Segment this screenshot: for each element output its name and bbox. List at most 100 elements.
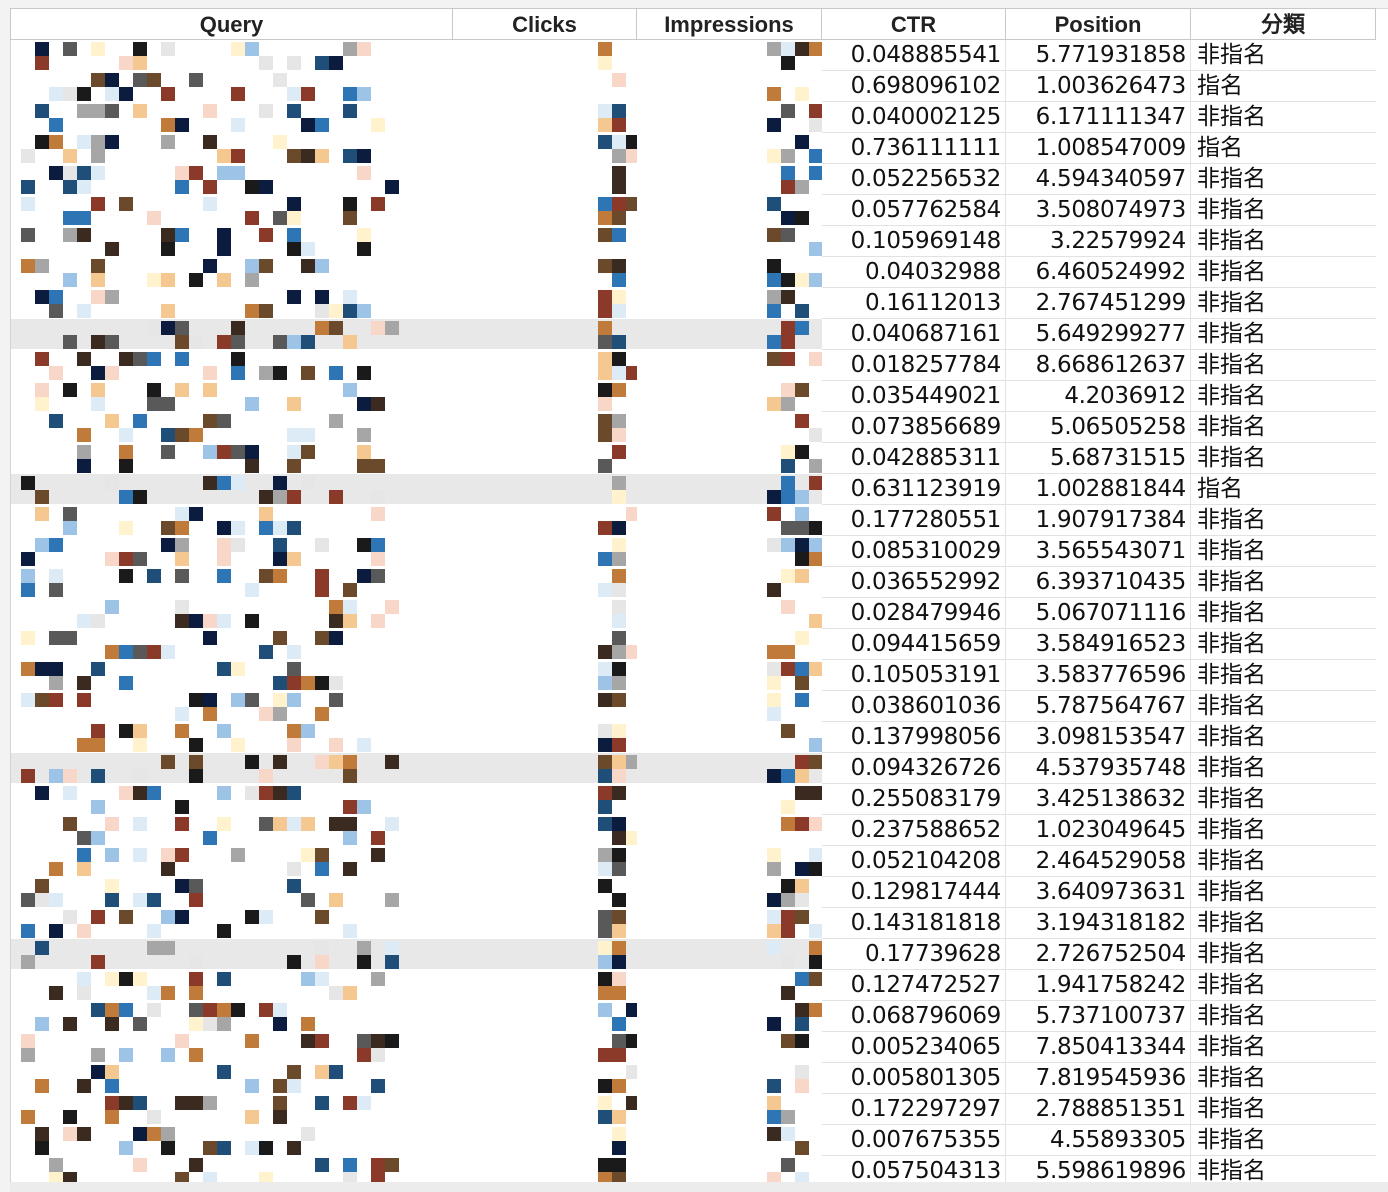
ctr-cell[interactable]: 0.038601036 (821, 690, 1006, 722)
impressions-cell-redacted[interactable] (636, 938, 822, 970)
clicks-cell-redacted[interactable] (452, 1062, 637, 1094)
category-cell[interactable]: 非指名 (1190, 411, 1376, 443)
ctr-cell[interactable]: 0.105053191 (821, 659, 1006, 691)
table-row[interactable]: 0.255083179 3.425138632 非指名 (10, 783, 1376, 815)
ctr-cell[interactable]: 0.237588652 (821, 814, 1006, 846)
table-row[interactable]: 0.052104208 2.464529058 非指名 (10, 845, 1376, 877)
clicks-cell-redacted[interactable] (452, 938, 637, 970)
clicks-cell-redacted[interactable] (452, 690, 637, 722)
clicks-cell-redacted[interactable] (452, 39, 637, 71)
clicks-cell-redacted[interactable] (452, 1000, 637, 1032)
ctr-cell[interactable]: 0.035449021 (821, 380, 1006, 412)
position-cell[interactable]: 3.194318182 (1005, 907, 1191, 939)
impressions-cell-redacted[interactable] (636, 411, 822, 443)
impressions-cell-redacted[interactable] (636, 628, 822, 660)
clicks-cell-redacted[interactable] (452, 101, 637, 133)
query-cell-redacted[interactable] (10, 845, 453, 877)
position-cell[interactable]: 1.023049645 (1005, 814, 1191, 846)
impressions-cell-redacted[interactable] (636, 845, 822, 877)
table-row[interactable]: 0.04032988 6.460524992 非指名 (10, 256, 1376, 288)
position-cell[interactable]: 3.565543071 (1005, 535, 1191, 567)
query-cell-redacted[interactable] (10, 969, 453, 1001)
clicks-cell-redacted[interactable] (452, 721, 637, 753)
impressions-cell-redacted[interactable] (636, 690, 822, 722)
query-cell-redacted[interactable] (10, 597, 453, 629)
query-cell-redacted[interactable] (10, 876, 453, 908)
ctr-cell[interactable]: 0.094326726 (821, 752, 1006, 784)
clicks-cell-redacted[interactable] (452, 1124, 637, 1156)
impressions-cell-redacted[interactable] (636, 752, 822, 784)
table-row[interactable]: 0.631123919 1.002881844 指名 (10, 473, 1376, 505)
query-cell-redacted[interactable] (10, 659, 453, 691)
category-cell[interactable]: 非指名 (1190, 163, 1376, 195)
query-cell-redacted[interactable] (10, 380, 453, 412)
position-cell[interactable]: 7.850413344 (1005, 1031, 1191, 1063)
ctr-cell[interactable]: 0.04032988 (821, 256, 1006, 288)
table-row[interactable]: 0.068796069 5.737100737 非指名 (10, 1000, 1376, 1032)
impressions-cell-redacted[interactable] (636, 969, 822, 1001)
position-cell[interactable]: 2.767451299 (1005, 287, 1191, 319)
header-category[interactable]: 分類 (1190, 8, 1376, 40)
table-row[interactable]: 0.042885311 5.68731515 非指名 (10, 442, 1376, 474)
category-cell[interactable]: 非指名 (1190, 1155, 1376, 1187)
ctr-cell[interactable]: 0.129817444 (821, 876, 1006, 908)
clicks-cell-redacted[interactable] (452, 1031, 637, 1063)
table-row[interactable]: 0.040002125 6.171111347 非指名 (10, 101, 1376, 133)
clicks-cell-redacted[interactable] (452, 318, 637, 350)
clicks-cell-redacted[interactable] (452, 132, 637, 164)
impressions-cell-redacted[interactable] (636, 349, 822, 381)
ctr-cell[interactable]: 0.127472527 (821, 969, 1006, 1001)
impressions-cell-redacted[interactable] (636, 1155, 822, 1187)
ctr-cell[interactable]: 0.073856689 (821, 411, 1006, 443)
ctr-cell[interactable]: 0.736111111 (821, 132, 1006, 164)
table-row[interactable]: 0.094415659 3.584916523 非指名 (10, 628, 1376, 660)
query-cell-redacted[interactable] (10, 566, 453, 598)
ctr-cell[interactable]: 0.057762584 (821, 194, 1006, 226)
position-cell[interactable]: 8.668612637 (1005, 349, 1191, 381)
query-cell-redacted[interactable] (10, 1000, 453, 1032)
clicks-cell-redacted[interactable] (452, 1093, 637, 1125)
ctr-cell[interactable]: 0.255083179 (821, 783, 1006, 815)
query-cell-redacted[interactable] (10, 1093, 453, 1125)
clicks-cell-redacted[interactable] (452, 411, 637, 443)
category-cell[interactable]: 非指名 (1190, 1093, 1376, 1125)
clicks-cell-redacted[interactable] (452, 442, 637, 474)
impressions-cell-redacted[interactable] (636, 1093, 822, 1125)
impressions-cell-redacted[interactable] (636, 566, 822, 598)
category-cell[interactable]: 非指名 (1190, 1062, 1376, 1094)
clicks-cell-redacted[interactable] (452, 814, 637, 846)
impressions-cell-redacted[interactable] (636, 814, 822, 846)
position-cell[interactable]: 6.171111347 (1005, 101, 1191, 133)
ctr-cell[interactable]: 0.094415659 (821, 628, 1006, 660)
table-row[interactable]: 0.040687161 5.649299277 非指名 (10, 318, 1376, 350)
ctr-cell[interactable]: 0.068796069 (821, 1000, 1006, 1032)
position-cell[interactable]: 3.22579924 (1005, 225, 1191, 257)
position-cell[interactable]: 5.649299277 (1005, 318, 1191, 350)
table-row[interactable]: 0.073856689 5.06505258 非指名 (10, 411, 1376, 443)
category-cell[interactable]: 非指名 (1190, 504, 1376, 536)
clicks-cell-redacted[interactable] (452, 783, 637, 815)
position-cell[interactable]: 6.460524992 (1005, 256, 1191, 288)
clicks-cell-redacted[interactable] (452, 535, 637, 567)
impressions-cell-redacted[interactable] (636, 318, 822, 350)
impressions-cell-redacted[interactable] (636, 535, 822, 567)
query-cell-redacted[interactable] (10, 225, 453, 257)
category-cell[interactable]: 非指名 (1190, 101, 1376, 133)
position-cell[interactable]: 4.537935748 (1005, 752, 1191, 784)
position-cell[interactable]: 2.464529058 (1005, 845, 1191, 877)
query-cell-redacted[interactable] (10, 318, 453, 350)
query-cell-redacted[interactable] (10, 907, 453, 939)
query-cell-redacted[interactable] (10, 721, 453, 753)
position-cell[interactable]: 5.06505258 (1005, 411, 1191, 443)
ctr-cell[interactable]: 0.005234065 (821, 1031, 1006, 1063)
query-cell-redacted[interactable] (10, 442, 453, 474)
query-cell-redacted[interactable] (10, 783, 453, 815)
query-cell-redacted[interactable] (10, 349, 453, 381)
query-cell-redacted[interactable] (10, 504, 453, 536)
impressions-cell-redacted[interactable] (636, 1124, 822, 1156)
clicks-cell-redacted[interactable] (452, 163, 637, 195)
query-cell-redacted[interactable] (10, 70, 453, 102)
clicks-cell-redacted[interactable] (452, 194, 637, 226)
header-clicks[interactable]: Clicks (452, 8, 637, 40)
query-cell-redacted[interactable] (10, 535, 453, 567)
